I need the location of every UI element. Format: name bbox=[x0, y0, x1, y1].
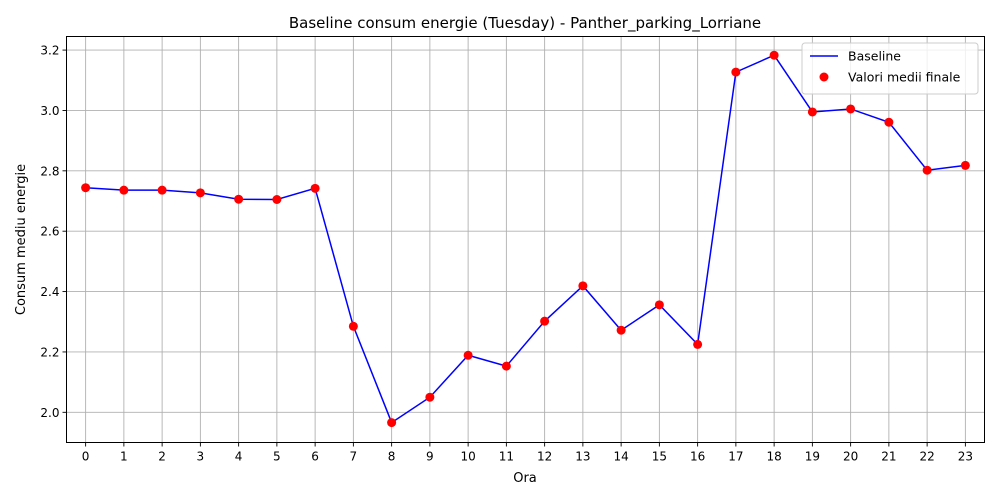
legend: Baseline Valori medii finale bbox=[801, 42, 979, 95]
data-point bbox=[578, 281, 588, 291]
data-point bbox=[769, 50, 779, 60]
x-tick-label: 19 bbox=[805, 450, 820, 464]
legend-label-baseline: Baseline bbox=[848, 49, 901, 64]
legend-box bbox=[801, 42, 979, 95]
data-point bbox=[540, 316, 550, 326]
data-point bbox=[463, 350, 473, 360]
data-point bbox=[234, 194, 244, 204]
data-point bbox=[272, 195, 282, 205]
ticks: 0 1 2 3 4 5 6 7 8 9 10 11 12 13 14 15 16 17 18 19 20 21 22 232.… bbox=[40, 44, 973, 464]
x-tick-label: 7 bbox=[350, 450, 358, 464]
data-point bbox=[731, 67, 741, 77]
grid bbox=[66, 36, 985, 443]
chart-title: Baseline consum energie (Tuesday) - Pant… bbox=[289, 14, 761, 33]
data-point bbox=[846, 104, 856, 114]
baseline-line bbox=[85, 54, 966, 424]
data-point bbox=[654, 300, 664, 310]
x-tick-label: 1 bbox=[120, 450, 128, 464]
x-tick-label: 16 bbox=[690, 450, 705, 464]
x-tick-label: 17 bbox=[728, 450, 743, 464]
data-point bbox=[119, 185, 129, 195]
data-point bbox=[195, 188, 205, 198]
data-point bbox=[81, 183, 91, 193]
x-tick-label: 4 bbox=[235, 450, 243, 464]
y-tick-label: 2.2 bbox=[40, 345, 59, 359]
x-tick-label: 11 bbox=[499, 450, 514, 464]
y-tick-label: 3.0 bbox=[40, 104, 59, 118]
x-tick-label: 23 bbox=[958, 450, 973, 464]
y-tick-label: 2.0 bbox=[40, 406, 59, 420]
x-tick-label: 6 bbox=[311, 450, 319, 464]
x-tick-label: 22 bbox=[919, 450, 934, 464]
x-tick-label: 13 bbox=[575, 450, 590, 464]
data-point bbox=[387, 418, 397, 428]
x-tick-label: 9 bbox=[426, 450, 434, 464]
x-tick-label: 5 bbox=[273, 450, 281, 464]
x-tick-label: 14 bbox=[613, 450, 628, 464]
x-tick-label: 8 bbox=[388, 450, 396, 464]
series-layer bbox=[81, 50, 970, 428]
data-point bbox=[501, 361, 511, 371]
data-point bbox=[616, 325, 626, 335]
data-point bbox=[960, 160, 970, 170]
y-tick-label: 2.6 bbox=[40, 225, 59, 239]
data-point bbox=[348, 321, 358, 331]
data-point bbox=[807, 107, 817, 117]
x-tick-label: 3 bbox=[197, 450, 205, 464]
x-tick-label: 2 bbox=[158, 450, 166, 464]
data-point bbox=[922, 165, 932, 175]
data-point bbox=[310, 183, 320, 193]
legend-dot-swatch bbox=[819, 72, 829, 82]
x-tick-label: 0 bbox=[82, 450, 90, 464]
data-point bbox=[157, 185, 167, 195]
x-tick-label: 18 bbox=[766, 450, 781, 464]
legend-label-valori: Valori medii finale bbox=[848, 70, 961, 85]
data-point bbox=[425, 392, 435, 402]
x-tick-label: 10 bbox=[460, 450, 475, 464]
y-tick-label: 3.2 bbox=[40, 44, 59, 58]
x-tick-label: 12 bbox=[537, 450, 552, 464]
data-point bbox=[693, 339, 703, 349]
x-tick-label: 15 bbox=[652, 450, 667, 464]
x-axis-label: Ora bbox=[513, 471, 537, 486]
x-tick-label: 21 bbox=[881, 450, 896, 464]
y-tick-label: 2.4 bbox=[40, 285, 59, 299]
data-point bbox=[884, 117, 894, 127]
x-tick-label: 20 bbox=[843, 450, 858, 464]
y-axis-label: Consum mediu energie bbox=[14, 164, 29, 315]
plot-frame bbox=[66, 36, 985, 443]
y-tick-label: 2.8 bbox=[40, 164, 59, 178]
